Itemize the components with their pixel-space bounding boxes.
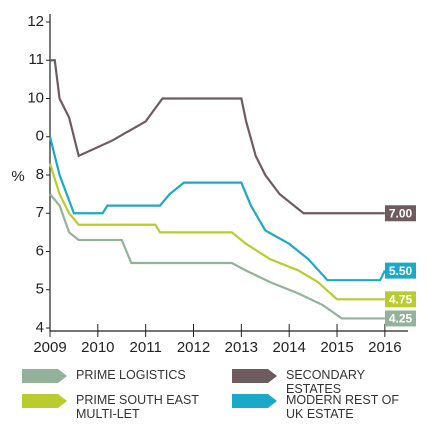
legend-item: MODERN REST OF UK ESTATE (232, 393, 416, 421)
series-line (49, 193, 385, 320)
legend-swatch (232, 369, 277, 383)
x-tick-label: 2015 (320, 339, 353, 356)
end-label: 4.75 (389, 292, 413, 306)
end-label: 4.25 (389, 312, 413, 326)
x-tick-label: 2011 (130, 339, 162, 356)
x-tick-label: 2010 (81, 339, 114, 356)
x-tick-label: 2012 (177, 339, 210, 356)
end-label: 5.50 (389, 264, 413, 278)
legend-swatch (232, 394, 277, 408)
y-tick-label: 12 (27, 13, 44, 30)
x-tick-label: 2014 (273, 339, 306, 356)
series-line (50, 59, 385, 215)
y-tick-label: 7 (36, 204, 44, 221)
y-tick-label: 0 (36, 128, 44, 145)
y-axis-label: % (11, 168, 24, 185)
legend-label: MODERN REST OF UK ESTATE (286, 393, 399, 421)
series-line (48, 163, 385, 301)
end-label-box (385, 291, 416, 308)
series-line (48, 136, 386, 282)
end-label-box (385, 310, 416, 327)
legend-label: SECONDARY ESTATES (286, 368, 365, 396)
y-tick-label: 10 (27, 89, 44, 106)
legend-arrow (22, 394, 67, 408)
y-tick-label: 6 (36, 242, 44, 259)
x-tick-label: 2009 (33, 339, 66, 356)
y-tick-label: 4 (36, 319, 44, 336)
end-label: 7.00 (389, 206, 413, 220)
y-tick-label: 8 (36, 166, 44, 183)
x-tick-label: 2016 (368, 339, 401, 356)
y-tick-label: 11 (28, 51, 44, 68)
legend-item: PRIME LOGISTICS (22, 368, 206, 384)
legend-label: PRIME LOGISTICS (76, 368, 186, 382)
end-label-box (385, 205, 416, 222)
end-label-box (385, 262, 416, 279)
legend-swatch (22, 394, 67, 408)
legend-item: PRIME SOUTH EAST MULTI-LET (22, 393, 206, 421)
legend-arrow (232, 369, 277, 383)
legend-arrow (22, 369, 67, 383)
legend-label: PRIME SOUTH EAST MULTI-LET (76, 393, 199, 421)
legend-swatch (22, 369, 67, 383)
legend-item: SECONDARY ESTATES (232, 368, 416, 396)
chart: % 4 5 6 7 8 0 10 11 12 2009 2010 2011 2012 2013 2014 20… (11, 13, 416, 356)
legend-arrow (232, 394, 277, 408)
x-tick-label: 2013 (225, 339, 258, 356)
y-tick-label: 5 (36, 281, 44, 298)
